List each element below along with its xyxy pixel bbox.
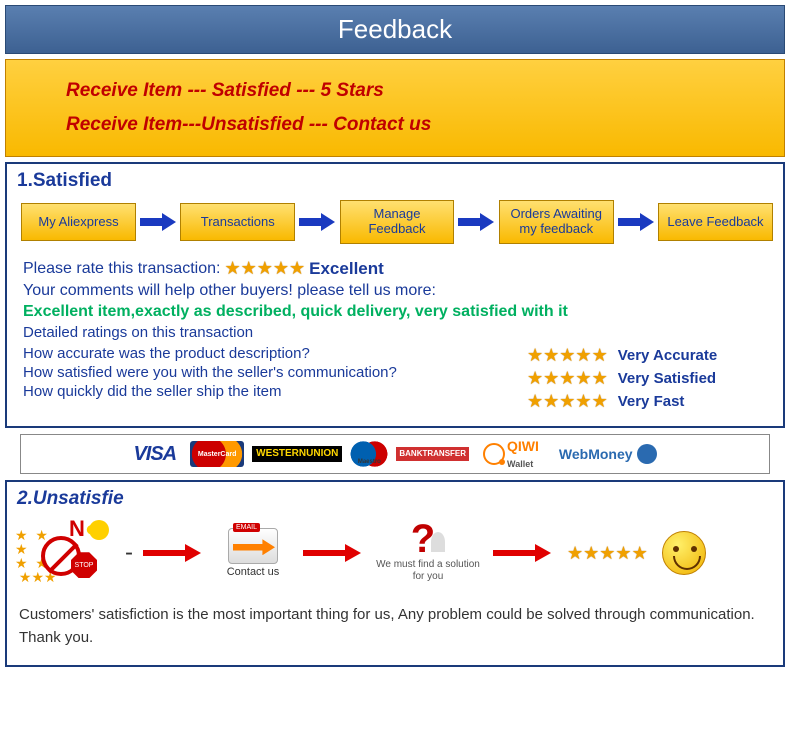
answer-shipping: Very Fast [618,393,685,410]
rate-transaction-line: Please rate this transaction: ★★★★★ Exce… [23,258,773,279]
western-union-icon: WESTERNUNION [252,446,342,462]
details-heading: Detailed ratings on this transaction [23,324,773,341]
arrow-red-icon [143,544,203,562]
rating-block: Please rate this transaction: ★★★★★ Exce… [17,258,773,414]
question-accuracy: How accurate was the product description… [23,345,523,362]
webmoney-icon: WebMoney [553,442,663,466]
stars-overall: ★★★★★ [224,258,305,279]
stars-accuracy: ★★★★★ [527,345,608,366]
question-communication: How satisfied were you with the seller's… [23,364,523,381]
mastercard-icon: MasterCard [190,441,244,467]
instruction-unsatisfied: Receive Item---Unsatisfied --- Contact u… [66,108,724,142]
rate-prompt: Please rate this transaction: [23,260,220,278]
satisfied-section: 1.Satisfied My Aliexpress Transactions M… [5,162,785,428]
unsatisfied-flow: ★ ★★★ ★ ★★★ N● STOP - EMAIL Contact us ?… [17,518,773,588]
comments-prompt: Your comments will help other buyers! pl… [23,282,773,300]
flow-step-manage[interactable]: Manage Feedback [340,200,455,244]
arrow-icon [299,213,335,231]
contact-label: Contact us [213,566,293,578]
flow-step-transactions[interactable]: Transactions [180,203,295,241]
answer-accuracy: Very Accurate [618,347,718,364]
arrow-icon [618,213,654,231]
arrow-red-icon [493,544,553,562]
flow-step-awaiting[interactable]: Orders Awaiting my feedback [499,200,614,244]
rate-label: Excellent [309,259,384,279]
example-comment: Excellent item,exactly as described, qui… [23,303,773,321]
solution-text: We must find a solution for you [373,559,483,583]
feedback-header: Feedback [5,5,785,54]
no-negative-icon: ★ ★★★ ★ ★★★ N● STOP [25,518,115,588]
footer-message: Customers' satisfiction is the most impo… [17,600,773,653]
satisfied-title: 1.Satisfied [17,170,773,192]
stars-result: ★★★★★ [567,543,648,564]
email-icon: EMAIL [228,528,278,564]
instruction-satisfied: Receive Item --- Satisfied --- 5 Stars [66,74,724,108]
arrow-red-icon [303,544,363,562]
solution-block: ? We must find a solution for you [373,523,483,583]
question-shipping: How quickly did the seller ship the item [23,383,523,400]
payment-methods: VISA MasterCard WESTERNUNION Maestro BAN… [20,434,770,474]
stars-shipping: ★★★★★ [527,391,608,412]
visa-icon: VISA [127,441,182,468]
flow-step-leave[interactable]: Leave Feedback [658,203,773,241]
instruction-box: Receive Item --- Satisfied --- 5 Stars R… [5,59,785,157]
arrow-icon [458,213,494,231]
arrow-icon [140,213,176,231]
maestro-icon: Maestro [350,441,388,467]
contact-us-block[interactable]: EMAIL Contact us [213,528,293,578]
unsatisfied-title: 2.Unsatisfie [17,488,773,510]
smiley-icon [662,531,706,575]
flow-step-aliexpress[interactable]: My Aliexpress [21,203,136,241]
stars-communication: ★★★★★ [527,368,608,389]
qiwi-icon: QIWIWallet [477,436,545,472]
dash-separator: - [125,539,133,567]
bank-transfer-icon: BANKTRANSFER [396,447,469,461]
satisfied-flow: My Aliexpress Transactions Manage Feedba… [17,200,773,244]
unsatisfied-section: 2.Unsatisfie ★ ★★★ ★ ★★★ N● STOP - EMAIL… [5,480,785,667]
answer-communication: Very Satisfied [618,370,716,387]
